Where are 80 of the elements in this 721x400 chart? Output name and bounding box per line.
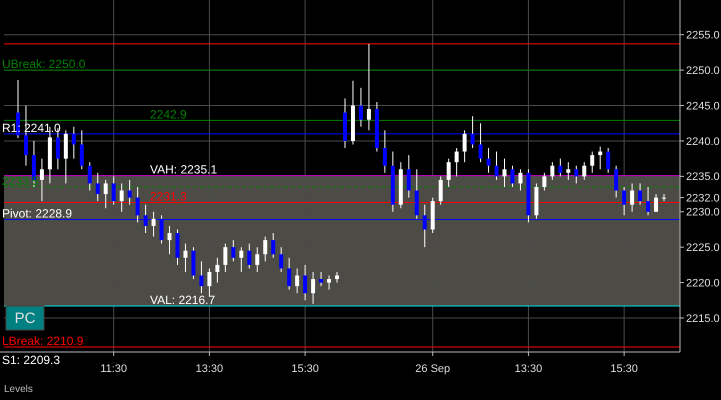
candlestick xyxy=(406,154,411,198)
candlestick xyxy=(438,176,443,206)
candlestick xyxy=(614,165,618,198)
candlestick xyxy=(152,211,156,238)
candlestick xyxy=(502,158,506,188)
candlestick xyxy=(120,182,124,212)
candlestick xyxy=(255,246,260,272)
candlestick xyxy=(590,151,594,174)
candlestick xyxy=(223,243,228,272)
candlestick xyxy=(654,194,658,212)
candlestick xyxy=(462,130,467,163)
candlestick xyxy=(88,162,92,192)
x-tick-label: 26 Sep xyxy=(415,363,450,375)
y-tick-label: 2215.0 xyxy=(686,312,720,325)
y-tick-label: 2245.0 xyxy=(686,100,720,112)
x-tick-label: 15:30 xyxy=(610,363,638,375)
candlestick xyxy=(311,271,316,304)
candlestick xyxy=(239,246,244,272)
candlestick xyxy=(510,165,514,188)
candlestick xyxy=(454,148,459,177)
candlestick xyxy=(598,146,602,170)
candlestick xyxy=(550,162,554,180)
candlestick xyxy=(327,275,332,290)
text: S1: 2209.3 xyxy=(2,353,60,367)
candlestick xyxy=(168,225,172,255)
candlestick xyxy=(358,87,363,128)
candlestick xyxy=(263,236,268,262)
candlestick xyxy=(40,158,44,202)
ref-line-label: 2242.9 xyxy=(150,107,188,122)
candlestick xyxy=(366,43,371,131)
candlestick xyxy=(207,268,212,298)
candlestick xyxy=(247,243,252,269)
candlestick xyxy=(295,268,300,294)
x-tick-label: 13:30 xyxy=(514,363,542,375)
candlestick xyxy=(486,148,491,174)
candlestick xyxy=(446,158,451,188)
ref-line-label: VAH: 2235.1 xyxy=(150,162,218,177)
candlestick xyxy=(335,271,340,284)
candlestick xyxy=(574,165,578,184)
candlestick xyxy=(112,176,116,206)
candlestick xyxy=(518,168,522,192)
candlestick xyxy=(566,162,570,180)
candlestick xyxy=(622,186,626,216)
candlestick xyxy=(287,257,292,290)
x-tick-label: 15:30 xyxy=(291,363,319,375)
y-tick-label: 2230.0 xyxy=(686,206,720,219)
candlestick xyxy=(558,158,562,177)
candlestick xyxy=(319,271,324,287)
candlestick xyxy=(606,148,610,174)
y-tick-label: 2235.0 xyxy=(686,171,720,184)
candlestick xyxy=(303,264,308,301)
ref-line-label: 2231.3 xyxy=(150,190,188,204)
y-tick-label: 2220.0 xyxy=(686,277,720,290)
candlestick xyxy=(104,179,108,209)
y-tick-label: 2240.0 xyxy=(686,136,720,148)
x-tick-label: 11:30 xyxy=(100,363,128,375)
candlestick xyxy=(183,243,188,272)
ref-line-label: VAL: 2216.7 xyxy=(150,292,216,307)
ref-line-label: LBreak: 2210.9 xyxy=(2,334,84,348)
candlestick xyxy=(542,172,546,192)
candlestick xyxy=(271,232,276,258)
y-tick-label: 2255.0 xyxy=(686,30,720,42)
candlestick xyxy=(630,182,634,212)
ref-line-label: Pivot: 2228.9 xyxy=(2,206,72,221)
x-tick-label: 13:30 xyxy=(196,363,224,375)
candlestick xyxy=(279,246,284,272)
y-tick-label: 2225.0 xyxy=(686,242,720,254)
candlestick xyxy=(199,260,204,294)
candlestick xyxy=(646,186,650,216)
text: Levels xyxy=(4,384,33,395)
y-tick-label: 2250.0 xyxy=(686,64,720,77)
candlestick xyxy=(494,151,499,180)
candlestick xyxy=(582,162,586,180)
candlestick xyxy=(638,182,642,206)
candlestick xyxy=(128,179,132,206)
candlestick xyxy=(231,240,236,262)
y-tick-label: 2232.0 xyxy=(686,192,720,204)
annotation: PC xyxy=(14,310,36,327)
candlestick xyxy=(215,257,220,284)
ref-line-label: UBreak: 2250.0 xyxy=(2,57,86,72)
